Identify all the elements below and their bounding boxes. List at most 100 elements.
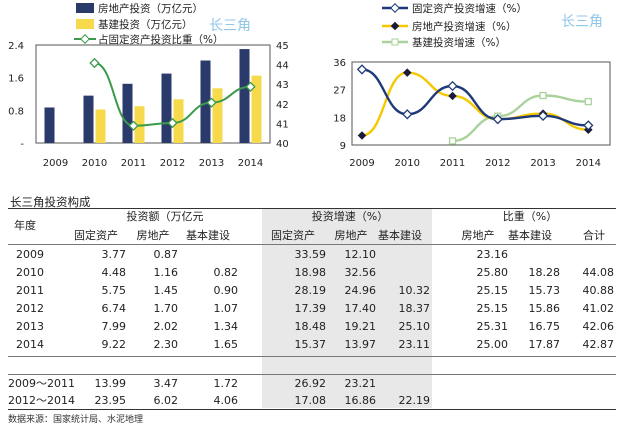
table-cell: 25.15 xyxy=(476,302,509,315)
x-tick-label: 2013 xyxy=(199,158,224,169)
legend-label-real-estate: 房地产投资（万亿元） xyxy=(98,2,203,15)
left-tick-label: - xyxy=(20,139,24,150)
x-tick-label: 2011 xyxy=(440,158,465,169)
legend-label-1: 房地产投资增速（%） xyxy=(412,20,516,33)
table-cell: 15.86 xyxy=(528,302,561,315)
table-cell: 3.77 xyxy=(101,248,127,261)
sub-header: 固定资产 xyxy=(271,229,315,242)
table-cell: 10.32 xyxy=(398,284,431,297)
table-cell: 17.40 xyxy=(344,302,377,315)
table-cell: 19.21 xyxy=(344,320,377,333)
x-tick-label: 2012 xyxy=(160,158,185,169)
table-cell: 1.65 xyxy=(213,338,239,351)
right-tick-label: 45 xyxy=(276,41,289,52)
right-tick-label: 42 xyxy=(276,100,289,111)
y-tick-label: 27 xyxy=(333,86,346,97)
body-bottom-rule xyxy=(8,356,616,357)
summary-cell: 23.95 xyxy=(94,394,127,407)
table-cell: 2.30 xyxy=(153,338,179,351)
sub-header: 房地产 xyxy=(461,229,495,242)
row-year: 2009 xyxy=(16,248,44,261)
table-cell: 1.45 xyxy=(153,284,179,297)
group-header-amount: 投资额（万亿元 xyxy=(126,210,204,223)
table-bottom-rule xyxy=(8,409,616,410)
table-cell: 25.10 xyxy=(398,320,431,333)
point-infra xyxy=(584,97,592,106)
legend-swatch-infra xyxy=(76,19,94,29)
table-cell: 1.16 xyxy=(153,266,179,279)
table-cell: 28.19 xyxy=(294,284,327,297)
left-tick-label: 1.6 xyxy=(8,74,24,85)
point-share xyxy=(245,81,256,92)
year-header: 年度 xyxy=(14,219,36,232)
point-share xyxy=(167,117,178,129)
row-year: 2014 xyxy=(16,338,44,351)
legend-swatch-real-estate xyxy=(76,3,94,13)
table-cell: 23.11 xyxy=(398,338,431,351)
summary-year: 2009～2011 xyxy=(8,377,75,390)
legend-marker-2 xyxy=(391,38,399,46)
point-real-estate xyxy=(448,91,457,101)
point-share xyxy=(206,97,217,108)
table-cell: 33.59 xyxy=(294,248,327,261)
bar-real-estate xyxy=(122,83,133,143)
sub-header: 房地产 xyxy=(334,229,368,242)
x-tick-label: 2010 xyxy=(82,158,107,169)
bar-real-estate xyxy=(200,60,211,144)
x-tick-label: 2014 xyxy=(238,158,263,169)
bar-real-estate xyxy=(161,73,172,143)
x-tick-label: 2013 xyxy=(530,158,555,169)
table-cell: 18.98 xyxy=(294,266,327,279)
row-year: 2012 xyxy=(16,302,44,315)
summary-cell: 16.86 xyxy=(344,394,377,407)
source-note: 数据来源：国家统计局、水泥地理 xyxy=(8,415,144,425)
plot-frame xyxy=(351,61,611,146)
bar-infra xyxy=(251,75,262,143)
table-cell: 2.02 xyxy=(153,320,179,333)
summary-cell: 17.08 xyxy=(294,394,327,407)
table-cell: 1.07 xyxy=(213,302,239,315)
point-infra xyxy=(539,91,547,100)
table-cell: 13.97 xyxy=(344,338,377,351)
legend-label-share: 占固定资产投资比重（%） xyxy=(98,33,223,46)
point-share xyxy=(128,120,139,131)
point-fixed xyxy=(537,110,549,122)
legend-label-0: 固定资产投资增速（%） xyxy=(412,2,527,15)
summary-cell: 23.21 xyxy=(344,377,377,390)
table-cell: 1.70 xyxy=(153,302,179,315)
legend-label-infra: 基建投资（万亿元） xyxy=(98,18,193,31)
table-cell: 9.22 xyxy=(101,338,127,351)
table-cell: 18.37 xyxy=(398,302,431,315)
x-tick-label: 2014 xyxy=(576,158,601,169)
table-cell: 23.16 xyxy=(476,248,509,261)
table-cell: 25.15 xyxy=(476,284,509,297)
table-cell: 15.37 xyxy=(294,338,327,351)
table-cell: 42.87 xyxy=(582,338,615,351)
table-cell: 25.00 xyxy=(476,338,509,351)
row-year: 2013 xyxy=(16,320,44,333)
table-cell: 0.87 xyxy=(153,248,179,261)
watermark-label: 长三角 xyxy=(209,18,251,34)
bar-real-estate xyxy=(239,49,250,144)
table-cell: 25.31 xyxy=(476,320,509,333)
legend-label-2: 基建投资增速（%） xyxy=(412,36,506,49)
summary-cell: 6.02 xyxy=(153,394,179,407)
table-cell: 18.28 xyxy=(528,266,561,279)
x-tick-label: 2012 xyxy=(485,158,510,169)
table-cell: 40.88 xyxy=(582,284,615,297)
x-tick-label: 2009 xyxy=(349,158,374,169)
table-cell: 44.08 xyxy=(582,266,615,279)
right-tick-label: 44 xyxy=(276,61,289,72)
row-year: 2011 xyxy=(16,284,44,297)
bar-real-estate xyxy=(83,95,94,143)
sub-header: 合计 xyxy=(583,229,605,242)
series-line-2 xyxy=(452,94,589,143)
table-cell: 1.34 xyxy=(213,320,239,333)
sub-header: 基本建设 xyxy=(508,229,552,242)
sub-header: 固定资产 xyxy=(74,229,118,242)
x-tick-label: 2010 xyxy=(395,158,420,169)
table-cell: 17.87 xyxy=(528,338,561,351)
table-cell: 32.56 xyxy=(344,266,377,279)
table-cell: 4.48 xyxy=(101,266,127,279)
x-tick-label: 2009 xyxy=(43,158,68,169)
